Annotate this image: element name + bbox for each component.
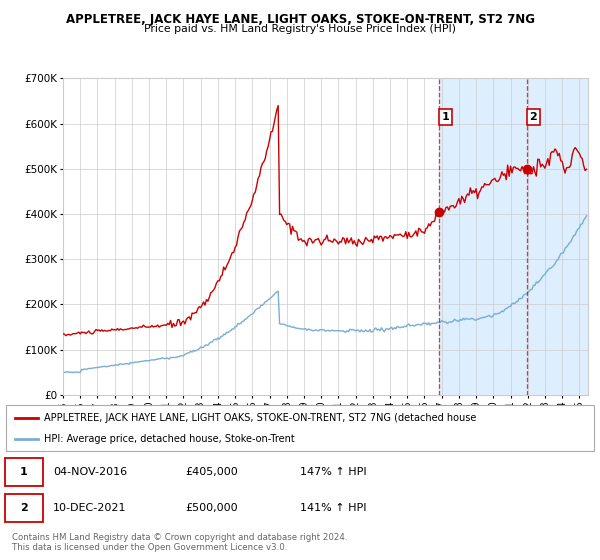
Text: 2: 2 (20, 503, 28, 514)
Text: 141% ↑ HPI: 141% ↑ HPI (300, 503, 367, 514)
Text: 2: 2 (529, 112, 537, 122)
Bar (439, 78, 588, 395)
Text: 10-DEC-2021: 10-DEC-2021 (53, 503, 127, 514)
Text: APPLETREE, JACK HAYE LANE, LIGHT OAKS, STOKE-ON-TRENT, ST2 7NG: APPLETREE, JACK HAYE LANE, LIGHT OAKS, S… (65, 13, 535, 26)
Text: This data is licensed under the Open Government Licence v3.0.: This data is licensed under the Open Gov… (12, 543, 287, 552)
Text: Contains HM Land Registry data © Crown copyright and database right 2024.: Contains HM Land Registry data © Crown c… (12, 533, 347, 542)
Text: £500,000: £500,000 (185, 503, 238, 514)
Text: 04-NOV-2016: 04-NOV-2016 (53, 467, 127, 477)
Text: 1: 1 (442, 112, 449, 122)
FancyBboxPatch shape (5, 458, 43, 486)
Text: Price paid vs. HM Land Registry's House Price Index (HPI): Price paid vs. HM Land Registry's House … (144, 24, 456, 34)
FancyBboxPatch shape (6, 405, 594, 451)
Text: HPI: Average price, detached house, Stoke-on-Trent: HPI: Average price, detached house, Stok… (44, 435, 295, 444)
Text: 1: 1 (20, 467, 28, 477)
Text: APPLETREE, JACK HAYE LANE, LIGHT OAKS, STOKE-ON-TRENT, ST2 7NG (detached house: APPLETREE, JACK HAYE LANE, LIGHT OAKS, S… (44, 413, 476, 423)
Text: 147% ↑ HPI: 147% ↑ HPI (300, 467, 367, 477)
FancyBboxPatch shape (5, 494, 43, 522)
Text: £405,000: £405,000 (185, 467, 238, 477)
